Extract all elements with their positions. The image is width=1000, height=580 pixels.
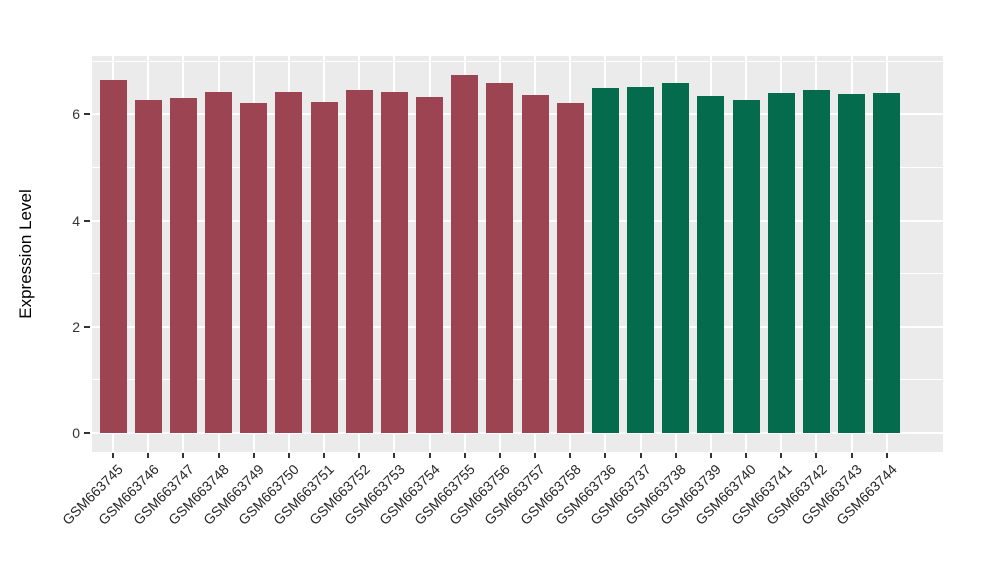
bar-GSM663757 bbox=[521, 95, 549, 433]
gridline-major bbox=[92, 113, 943, 116]
x-tick-mark bbox=[252, 453, 255, 458]
x-tick-mark bbox=[147, 453, 150, 458]
x-tick-mark bbox=[428, 453, 431, 458]
x-tick-mark bbox=[112, 453, 115, 458]
x-tick-mark bbox=[885, 453, 888, 458]
y-tick-mark bbox=[84, 219, 90, 222]
y-tick-label: 4 bbox=[72, 212, 80, 229]
x-tick-mark bbox=[569, 453, 572, 458]
gridline-minor bbox=[92, 167, 943, 168]
x-tick-mark bbox=[323, 453, 326, 458]
x-tick-mark bbox=[850, 453, 853, 458]
y-axis-title: Expression Level bbox=[16, 189, 35, 319]
bar-GSM663751 bbox=[310, 102, 338, 433]
x-tick-mark bbox=[534, 453, 537, 458]
bar-GSM663752 bbox=[345, 89, 373, 433]
bar-GSM663743 bbox=[838, 94, 866, 433]
bar-GSM663750 bbox=[275, 91, 303, 433]
gridline-major bbox=[92, 325, 943, 328]
bar-GSM663736 bbox=[591, 88, 619, 433]
bar-GSM663758 bbox=[556, 103, 584, 433]
bar-GSM663755 bbox=[451, 74, 479, 433]
x-tick-mark bbox=[358, 453, 361, 458]
bar-GSM663756 bbox=[486, 82, 514, 433]
gridline-minor bbox=[92, 379, 943, 381]
bar-GSM663741 bbox=[767, 92, 795, 433]
gridline-minor bbox=[92, 60, 943, 62]
plot-panel bbox=[92, 56, 943, 452]
bar-GSM663745 bbox=[99, 79, 127, 433]
bar-GSM663738 bbox=[662, 82, 690, 433]
x-tick-mark bbox=[780, 453, 783, 458]
y-tick-label: 6 bbox=[72, 106, 80, 123]
x-tick-mark bbox=[604, 453, 607, 458]
bar-GSM663749 bbox=[240, 103, 268, 433]
x-tick-mark bbox=[463, 453, 466, 458]
bar-GSM663746 bbox=[134, 99, 162, 433]
x-tick-mark bbox=[287, 453, 290, 458]
x-tick-mark bbox=[745, 453, 748, 458]
bar-GSM663748 bbox=[205, 91, 233, 433]
x-tick-mark bbox=[182, 453, 185, 458]
x-tick-mark bbox=[815, 453, 818, 458]
bar-GSM663754 bbox=[416, 96, 444, 433]
x-tick-mark bbox=[393, 453, 396, 458]
bar-GSM663742 bbox=[802, 89, 830, 433]
x-tick-mark bbox=[217, 453, 220, 458]
gridline-minor bbox=[92, 273, 943, 275]
gridline-major bbox=[92, 432, 943, 434]
y-tick-mark bbox=[84, 113, 90, 116]
y-tick-label: 0 bbox=[72, 425, 80, 441]
x-tick-mark bbox=[639, 453, 642, 458]
y-tick-label: 2 bbox=[72, 318, 80, 335]
bar-GSM663739 bbox=[697, 95, 725, 433]
x-tick-mark bbox=[674, 453, 677, 458]
bar-GSM663737 bbox=[627, 86, 655, 433]
gridline-major bbox=[92, 219, 943, 222]
x-tick-mark bbox=[709, 453, 712, 458]
bar-GSM663747 bbox=[169, 98, 197, 433]
y-tick-mark bbox=[84, 432, 90, 434]
bar-GSM663753 bbox=[380, 91, 408, 433]
x-tick-mark bbox=[498, 453, 501, 458]
bar-GSM663744 bbox=[873, 92, 901, 433]
y-tick-mark bbox=[84, 325, 90, 328]
bar-GSM663740 bbox=[732, 100, 760, 433]
